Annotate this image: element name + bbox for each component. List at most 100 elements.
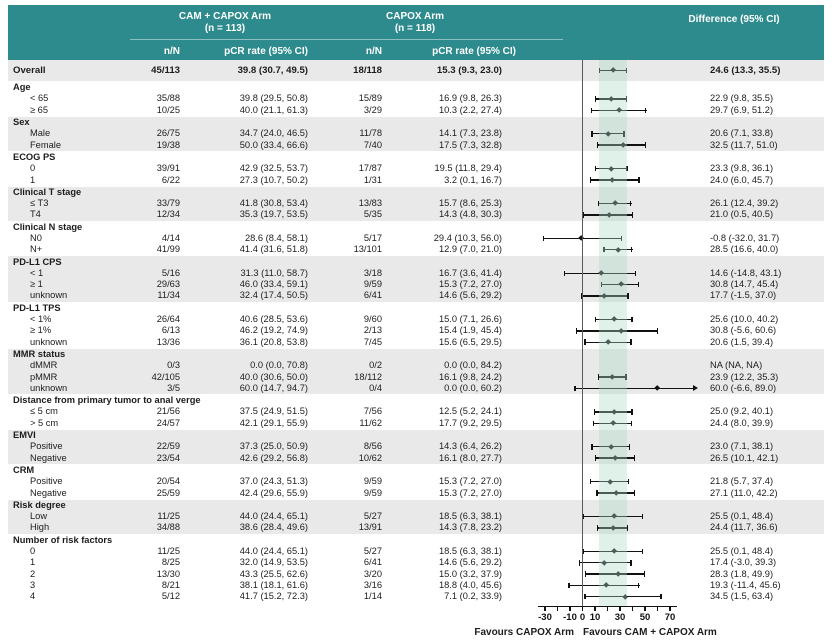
row-label: Negative [30,452,67,463]
ci-cap-high [630,339,632,345]
arm2-pcr-value: 10.3 (2.2, 27.4) [438,104,502,115]
ci-marker-cell [508,522,708,533]
arm1-pcr-value: 31.3 (11.0, 58.7) [240,267,308,278]
subgroup-block: Age < 65 35/88 39.8 (29.5, 50.8) 15/89 16.9 (… [8,82,824,116]
ci-cap-high [623,131,625,137]
ci-cap-high [628,444,631,450]
column-labels-row: n/N pCR rate (95% CI) n/N pCR rate (95% … [8,46,824,57]
subgroup-block: Sex Male 26/75 34.7 (24.0, 46.5) 11/78 14.1 (… [8,116,824,151]
arm2-pcr-value: 16.9 (9.8, 26.3) [438,93,502,104]
arm2-pcr-value: 17.5 (7.3, 32.8) [438,139,502,150]
data-row: High 34/88 38.6 (28.4, 49.6) 13/91 14.3 (7.8… [8,522,824,533]
arm1-pcr-value: 46.2 (19.2, 74.9) [239,325,308,336]
arm2-n-value: 5/27 [363,546,382,557]
difference-column-title: Difference (95% CI) [688,14,780,25]
ci-cap-high [641,548,643,555]
ci-marker-cell [508,349,708,360]
ci-marker-cell [508,314,708,325]
arm1-pcr-value: 38.1 (18.1, 61.6) [239,579,308,590]
arm2-pcr-value: 19.5 (11.8, 29.4) [434,163,502,174]
difference-value: 25.5 (0.1, 48.4) [710,546,774,557]
arm1-pcr-value: 41.8 (30.8, 53.4) [239,198,308,209]
point-estimate-marker [605,130,612,137]
ci-cap-low [542,235,544,242]
row-label: Positive [30,441,63,452]
ci-marker-cell [508,418,708,429]
subgroup-block: Overall 45/113 39.8 (30.7, 49.5) 18/118 15.3… [8,60,824,81]
arm1-pcr-value: 36.1 (20.8, 53.8) [239,336,308,347]
arm1-pcr-value: 0.0 (0.0, 70.8) [250,360,308,371]
arm2-n-value: 2/13 [363,325,382,336]
ci-marker-cell [508,406,708,417]
point-estimate-marker [608,95,615,103]
arm1-n-value: 24/57 [156,417,180,428]
ci-cap-low [594,96,597,102]
arm2-n-value: 11/62 [359,417,382,428]
difference-value: 26.1 (12.4, 39.2) [710,198,779,209]
ci-marker-cell [508,546,708,557]
ci-marker-cell [508,441,708,452]
arm2-pcr-value: 16.1 (9.8, 24.2) [438,371,502,382]
data-row: 2 13/30 43.3 (25.5, 62.6) 3/20 15.0 (3.2, 37… [8,568,824,579]
arm2-pcr-value: 0.0 (0.0, 60.2) [444,382,502,393]
data-row: ≥ 65 10/25 40.0 (21.1, 61.3) 3/29 10.3 (2.2,… [8,105,824,116]
point-estimate-marker [620,142,627,149]
ci-marker-cell [508,395,708,406]
arm2-n-value: 1/14 [363,591,382,602]
difference-value: 24.4 (11.7, 36.6) [710,522,778,533]
difference-value: 30.8 (14.7, 45.4) [710,279,779,290]
point-estimate-marker [597,270,604,277]
data-row: ≤ 5 cm 21/56 37.5 (24.9, 51.5) 7/56 12.5 (5.… [8,406,824,417]
arm2-pcr-value: 14.3 (6.4, 26.2) [438,441,502,452]
row-label: Distance from primary tumor to anal verg… [13,395,201,406]
ci-cap-low [594,409,596,415]
arm1-n-value: 6/13 [161,325,180,336]
arm1-n-value: 21/56 [156,406,180,417]
arm2-pcr-value: 29.4 (10.3, 56.0) [433,233,502,243]
arm2-pcr-value: 15.3 (9.3, 23.0) [436,65,502,76]
axis-tick [656,606,659,611]
axis-tick [644,606,646,611]
ci-marker-cell [508,117,708,128]
row-label: High [30,522,50,533]
axis-tick [581,606,584,611]
difference-value: 60.0 (-6.6, 89.0) [710,382,777,393]
group-header-row: Clinical N stage [8,222,824,233]
data-row: unknown 13/36 36.1 (20.8, 53.8) 7/45 15.6 (6… [8,337,824,348]
ci-marker-cell [508,279,708,290]
row-label: 1 [30,557,36,568]
difference-value: 21.8 (5.7, 37.4) [710,476,774,487]
data-row: pMMR 42/105 40.0 (30.6, 50.0) 18/112 16.1 (9… [8,371,824,382]
arm2-pcr-value: 18.5 (6.3, 38.1) [438,546,502,557]
subgroup-block: Distance from primary tumor to anal verg… [8,395,824,429]
arm1-n-value: 34/88 [156,522,180,533]
arm1-pcr-value: 38.6 (28.4, 49.6) [239,522,308,533]
point-estimate-marker [611,513,618,520]
ci-marker-cell [508,222,708,233]
arm1-n-value: 13/36 [156,336,180,347]
row-label: Age [13,82,31,93]
data-row: > 5 cm 24/57 42.1 (29.1, 55.9) 11/62 17.7 (9… [8,418,824,429]
ci-marker-cell [508,290,708,301]
arm2-n-value: 9/59 [363,476,382,487]
arm2-n-value: 0/2 [369,360,382,371]
ci-marker-cell [508,174,708,185]
ci-marker-cell [508,268,708,279]
ci-marker-cell [508,591,708,602]
arm2-n-value: 9/59 [363,487,382,498]
ci-cap-low [590,177,592,183]
difference-value: 20.6 (1.5, 39.4) [710,336,774,347]
arm1-n-value: 20/54 [156,476,180,487]
point-estimate-marker [611,316,618,323]
arm2-n-value: 1/31 [363,174,382,185]
ci-cap-high [626,166,628,172]
point-estimate-marker [609,176,616,184]
arm1-n-value: 22/59 [156,441,180,452]
point-estimate-marker [611,548,618,555]
axis-tick [606,606,609,611]
ci-marker-cell [508,360,708,371]
arm1-n-value: 3/5 [167,382,180,393]
row-label: unknown [30,336,68,347]
arm1-n-value: 8/21 [161,579,180,590]
ci-cap-high [620,235,623,242]
